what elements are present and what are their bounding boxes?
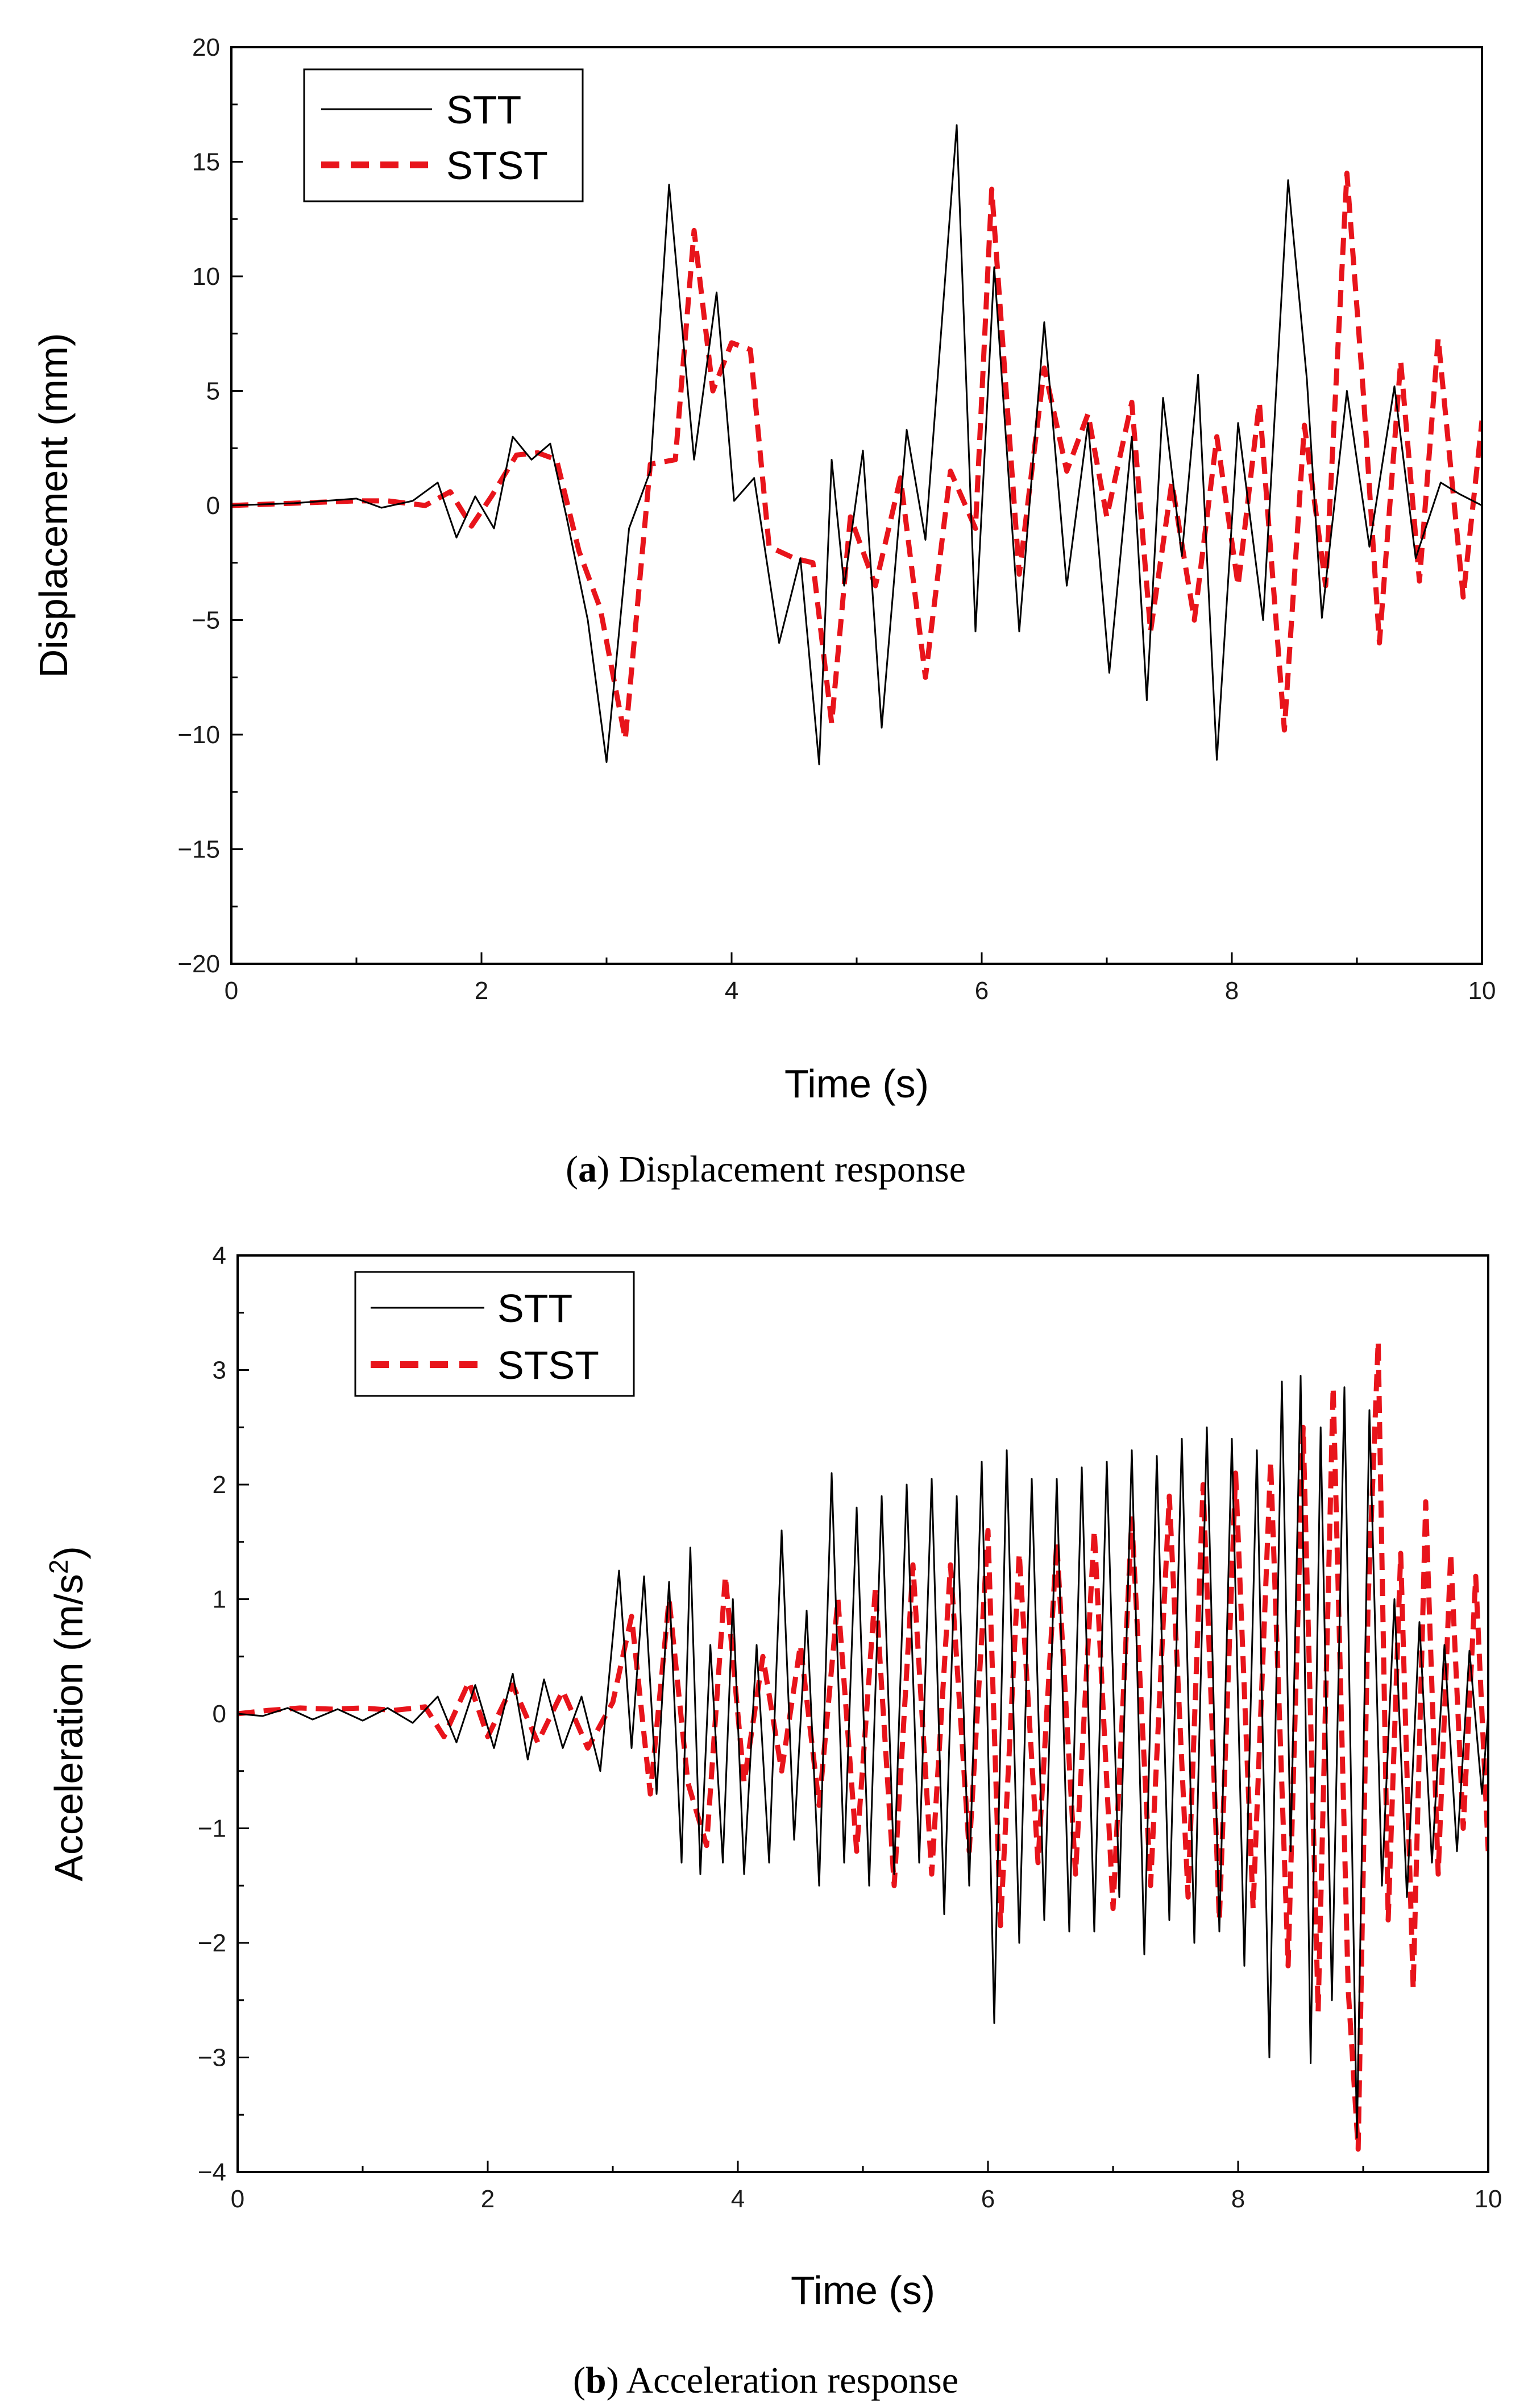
panel-b-y-axis-title: Acceleration (m/s2) bbox=[44, 1546, 91, 1881]
panel-a-x-tick-label: 4 bbox=[725, 977, 738, 1005]
panel-a-caption-close-paren: ) bbox=[597, 1149, 618, 1190]
panel-a-caption-text: Displacement response bbox=[619, 1149, 966, 1190]
panel-a-x-tick-label: 6 bbox=[975, 977, 989, 1005]
panel-b-y-tick-label: −1 bbox=[198, 1815, 226, 1843]
panel-a-y-tick-label: −5 bbox=[192, 607, 220, 635]
panel-b-caption-text: Acceleration response bbox=[626, 2360, 958, 2401]
panel-b-x-tick-label: 2 bbox=[481, 2185, 495, 2213]
panel-b-caption-letter: b bbox=[586, 2360, 607, 2401]
panel-a-y-tick-labels: −20 −15 −10 −5 0 5 10 15 20 bbox=[177, 34, 220, 978]
panel-b-x-tick-label: 6 bbox=[981, 2185, 995, 2213]
panel-b-y-tick-labels: −4 −3 −2 −1 0 1 2 3 4 bbox=[198, 1242, 226, 2186]
panel-a-y-tick-label: 0 bbox=[206, 492, 220, 520]
panel-b-y-tick-label: 2 bbox=[213, 1471, 226, 1499]
panel-a-legend: STT STST bbox=[303, 68, 584, 202]
panel-a-x-tick-label: 0 bbox=[225, 977, 238, 1005]
panel-b-series-stt bbox=[238, 1375, 1488, 2139]
panel-b-caption-open-paren: ( bbox=[573, 2360, 586, 2401]
panel-a-legend-stt-label: STT bbox=[446, 88, 521, 132]
panel-a-displacement: −20 −15 −10 −5 0 5 10 15 20 0 2 4 6 8 10 STT STST Tim… bbox=[31, 34, 1496, 1190]
panel-b-y-axis-title-main: Acceleration (m/s bbox=[47, 1574, 91, 1881]
panel-b-y-tick-label: −3 bbox=[198, 2044, 226, 2072]
panel-b-legend-stt-label: STT bbox=[497, 1286, 572, 1331]
panel-a-y-tick-label: 15 bbox=[192, 148, 220, 176]
panel-a-plot-frame bbox=[230, 46, 1483, 965]
panel-b-caption: (b) Acceleration response bbox=[573, 2360, 958, 2401]
panel-a-legend-box bbox=[303, 68, 584, 202]
panel-b-caption-close-paren: ) bbox=[607, 2360, 626, 2401]
panel-b-x-tick-label: 8 bbox=[1231, 2185, 1245, 2213]
panel-a-caption: (a) Displacement response bbox=[566, 1149, 966, 1190]
panel-b-legend: STT STST bbox=[354, 1271, 635, 1397]
panel-b-series-stst bbox=[238, 1338, 1488, 2152]
panel-b-y-tick-label: −4 bbox=[198, 2158, 226, 2186]
panel-a-y-tick-label: −20 bbox=[177, 950, 220, 978]
panel-a-y-tick-label: 10 bbox=[192, 263, 220, 291]
panel-b-y-tick-label: −2 bbox=[198, 1929, 226, 1957]
panel-b-y-tick-label: 0 bbox=[213, 1700, 226, 1728]
panel-a-series-stt bbox=[231, 124, 1482, 765]
panel-a-x-tick-label: 10 bbox=[1468, 977, 1496, 1005]
panel-a-y-tick-label: 20 bbox=[192, 34, 220, 61]
panel-b-x-axis-title: Time (s) bbox=[791, 2268, 935, 2312]
panel-a-y-tick-label: −15 bbox=[177, 836, 220, 864]
panel-b-legend-stst-label: STST bbox=[497, 1343, 599, 1387]
panel-a-series-stst bbox=[231, 171, 1482, 742]
panel-a-x-axis-title: Time (s) bbox=[784, 1062, 929, 1106]
panel-b-y-tick-label: 1 bbox=[213, 1586, 226, 1614]
panel-a-caption-letter: a bbox=[578, 1149, 597, 1190]
panel-b-x-tick-labels: 0 2 4 6 8 10 bbox=[231, 2185, 1502, 2213]
panel-b-y-axis-title-suffix: ) bbox=[47, 1546, 91, 1559]
panel-a-x-tick-label: 8 bbox=[1225, 977, 1239, 1005]
panel-b-y-tick-label: 3 bbox=[213, 1357, 226, 1385]
panel-a-series bbox=[231, 124, 1482, 765]
panel-b-x-tick-label: 4 bbox=[731, 2185, 745, 2213]
panel-b-y-axis-title-superscript: 2 bbox=[44, 1559, 73, 1574]
panel-b-legend-box bbox=[354, 1271, 635, 1397]
panel-a-caption-open-paren: ( bbox=[566, 1149, 578, 1190]
panel-a-x-tick-labels: 0 2 4 6 8 10 bbox=[225, 977, 1496, 1005]
panel-a-legend-stst-label: STST bbox=[446, 143, 548, 188]
panel-b-series bbox=[238, 1338, 1488, 2152]
panel-b-plot-frame bbox=[236, 1254, 1489, 2173]
panel-a-y-tick-label: 5 bbox=[206, 378, 220, 405]
panel-b-x-tick-label: 0 bbox=[231, 2185, 244, 2213]
panel-b-y-tick-label: 4 bbox=[213, 1242, 226, 1270]
panel-a-y-axis-title: Displacement (mm) bbox=[31, 333, 76, 678]
panel-a-x-tick-label: 2 bbox=[475, 977, 488, 1005]
panel-b-x-tick-label: 10 bbox=[1475, 2185, 1502, 2213]
panel-a-y-tick-label: −10 bbox=[177, 721, 220, 749]
